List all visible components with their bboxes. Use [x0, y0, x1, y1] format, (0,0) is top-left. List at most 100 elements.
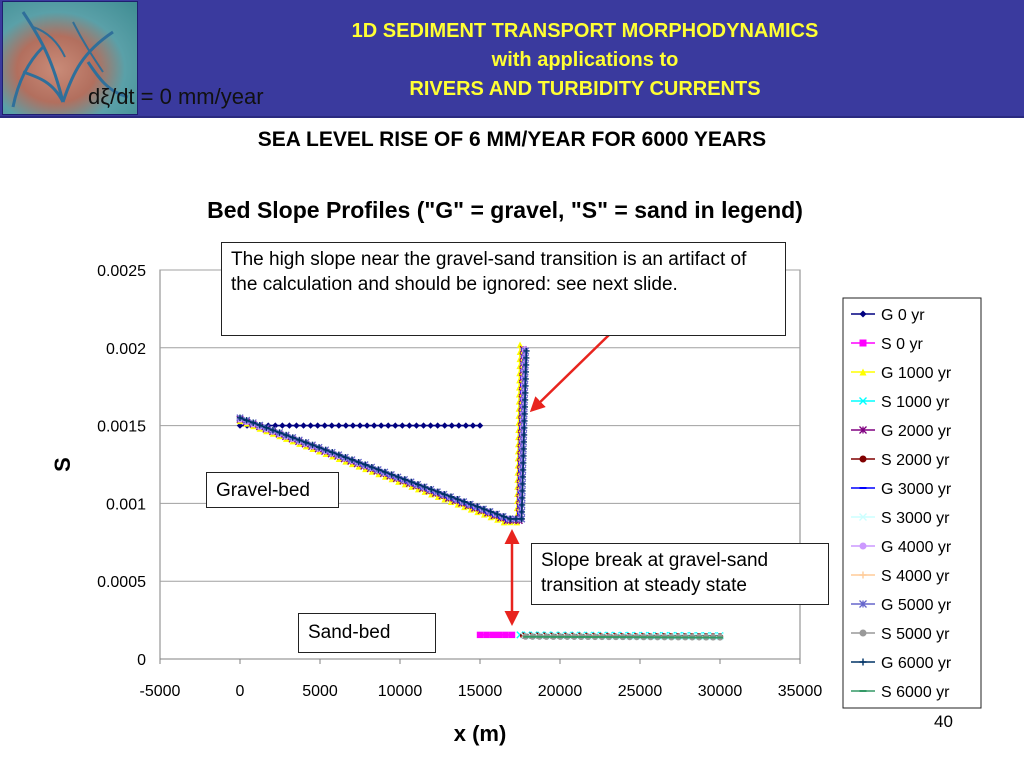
data-point: [421, 483, 428, 491]
data-point: [519, 473, 526, 481]
data-point: [428, 486, 435, 493]
data-point: [385, 422, 392, 429]
data-point: [521, 396, 529, 404]
data-point: [508, 631, 516, 639]
data-point: [859, 658, 867, 666]
data-point: [522, 382, 529, 390]
course-title-line2: with applications to: [491, 49, 679, 71]
data-point: [321, 422, 328, 429]
data-point: [342, 454, 349, 461]
legend-item: G 2000 yr: [851, 423, 952, 440]
data-point: [375, 466, 382, 473]
legend-item: S 6000 yr: [851, 684, 950, 701]
data-point: [256, 422, 263, 429]
slide-subtitle: SEA LEVEL RISE OF 6 MM/YEAR FOR 6000 YEA…: [257, 128, 767, 151]
data-point: [293, 422, 300, 429]
data-point: [236, 414, 244, 422]
data-point: [859, 629, 867, 637]
legend-item: G 0 yr: [851, 307, 925, 324]
data-point: [427, 422, 434, 429]
legend-item: S 0 yr: [851, 336, 923, 353]
data-point: [519, 466, 527, 474]
data-point: [522, 389, 529, 397]
data-point: [342, 422, 350, 429]
data-point: [335, 451, 343, 459]
data-point: [516, 341, 524, 348]
data-point: [520, 438, 527, 446]
data-point: [859, 542, 867, 550]
data-point: [420, 422, 427, 429]
data-point: [282, 431, 290, 439]
legend-label: S 2000 yr: [881, 452, 950, 469]
y-axis-label: S: [50, 457, 75, 472]
data-point: [494, 516, 501, 523]
data-point: [474, 503, 481, 510]
data-point: [507, 515, 514, 523]
data-point: [413, 422, 420, 429]
data-point: [441, 422, 448, 429]
data-point: [520, 445, 527, 453]
data-point: [448, 422, 455, 429]
data-point: [521, 417, 528, 425]
data-point: [328, 422, 335, 429]
rate-label: dξ/dt = 0 mm/year: [88, 84, 264, 109]
data-point: [518, 515, 525, 523]
data-point: [502, 631, 509, 639]
series-s-6000-yr: [523, 635, 724, 639]
data-point: [481, 511, 488, 518]
data-point: [447, 493, 455, 500]
gravel-bed-callout: Gravel-bed: [206, 472, 339, 508]
x-tick-label: 30000: [698, 683, 743, 700]
legend-item: S 5000 yr: [851, 626, 950, 643]
data-point: [462, 422, 470, 429]
course-title: 1D SEDIMENT TRANSPORT MORPHODYNAMICS wit…: [140, 17, 1024, 104]
data-point: [434, 422, 441, 429]
y-tick-label: 0: [137, 652, 146, 669]
data-point: [489, 631, 496, 639]
x-tick-label: 25000: [618, 683, 663, 700]
data-point: [520, 452, 527, 460]
data-point: [309, 441, 316, 449]
data-point: [272, 422, 279, 429]
data-point: [434, 488, 442, 496]
page-number: 40: [934, 712, 953, 731]
data-point: [454, 496, 461, 503]
data-point: [249, 419, 257, 426]
data-point: [523, 347, 530, 355]
data-point: [362, 465, 369, 473]
data-point: [286, 422, 293, 429]
x-tick-label: -5000: [140, 683, 181, 700]
slope-break-callout: Slope break at gravel-sand transition at…: [531, 543, 829, 605]
legend-item: S 4000 yr: [851, 568, 950, 585]
x-tick-label: 15000: [458, 683, 503, 700]
data-point: [349, 422, 357, 429]
data-point: [348, 456, 356, 463]
legend-label: G 4000 yr: [881, 539, 952, 556]
data-point: [494, 510, 501, 518]
annotation-arrows: [504, 331, 613, 626]
data-point: [480, 505, 488, 513]
data-point: [368, 468, 376, 475]
legend-label: S 1000 yr: [881, 394, 950, 411]
data-point: [859, 571, 867, 579]
data-point: [500, 518, 508, 526]
data-point: [523, 354, 530, 362]
data-point: [377, 422, 385, 429]
data-point: [388, 471, 395, 478]
data-point: [395, 473, 402, 481]
series-g-6000-yr: [236, 347, 530, 523]
logo-channels: [11, 11, 129, 108]
legend-item: G 1000 yr: [851, 365, 952, 382]
data-point: [329, 449, 336, 456]
legend-label: S 4000 yr: [881, 568, 950, 585]
header-banner: 1D SEDIMENT TRANSPORT MORPHODYNAMICS wit…: [0, 0, 1024, 118]
data-point: [474, 508, 481, 516]
legend-label: G 5000 yr: [881, 597, 952, 614]
data-point: [414, 481, 422, 488]
data-point: [521, 424, 528, 432]
legend-label: S 0 yr: [881, 336, 923, 353]
artifact-arrow: [529, 331, 613, 413]
legend-item: S 2000 yr: [851, 452, 950, 469]
data-point: [519, 480, 526, 488]
